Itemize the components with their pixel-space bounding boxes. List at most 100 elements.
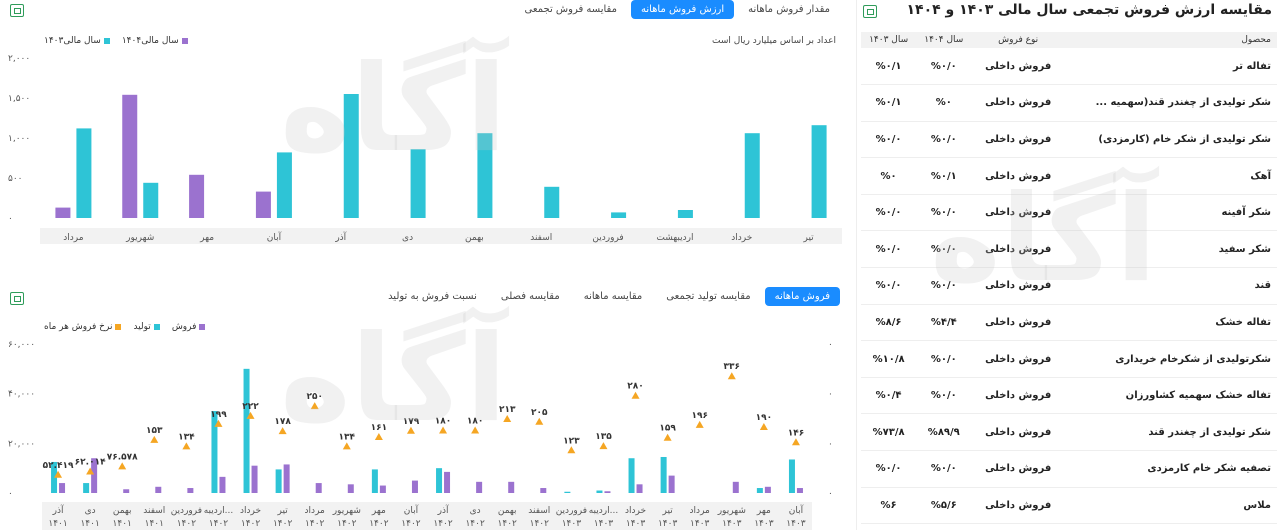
x-tick-year: ۱۴۰۳ [658, 519, 678, 529]
bar-production [275, 469, 282, 493]
cell-sale-type: فروش داخلی [971, 487, 1065, 525]
x-tick-year: ۱۴۰۲ [177, 519, 197, 529]
x-tick-label: دی [402, 233, 413, 243]
tab-cumulative-sales-compare[interactable]: مقایسه فروش تجمعی [524, 4, 617, 15]
col-sale-type[interactable]: نوع فروش [971, 32, 1065, 48]
cell-year-1404: %۰/۰ [916, 377, 972, 415]
y-tick-label: ۵۰۰ [8, 174, 23, 184]
cell-product: ملاس [1064, 487, 1277, 525]
bottom-legend: فروش تولید نرخ فروش هر ماه [44, 322, 206, 332]
table-row: شکر سفید فروش داخلی %۰/۰ %۰/۰ [861, 230, 1277, 269]
cell-year-1404: %۰/۰ [916, 230, 972, 269]
bar-1403 [811, 125, 827, 218]
rate-marker [663, 433, 672, 441]
legend-item-1404[interactable]: سال مالی۱۴۰۴ [122, 36, 188, 46]
bar-production [756, 488, 763, 493]
monthly-sales-production-panel: فروش ماهانه مقایسه تولید تجمعی مقایسه ما… [0, 280, 848, 530]
col-product[interactable]: محصول [1064, 32, 1277, 48]
cell-year-1403: %۰/۴ [861, 377, 917, 415]
cell-sale-type: فروش داخلی [971, 340, 1065, 378]
rate-data-label: ۱۸۰ [435, 416, 451, 426]
cell-year-1404: %۰/۰ [916, 267, 972, 305]
rate-marker [439, 426, 448, 434]
bar-sales [219, 476, 226, 493]
legend-label-sales: فروش [171, 322, 197, 332]
x-tick-label: فروردین [592, 233, 623, 243]
bar-sales [796, 488, 803, 493]
rate-marker [214, 419, 223, 427]
x-tick-month: اسفند [143, 506, 165, 516]
bar-sales [155, 486, 162, 493]
x-tick-year: ۱۴۰۱ [145, 519, 164, 529]
rate-marker [150, 435, 159, 443]
bar-sales [379, 485, 386, 493]
bar-1403 [677, 210, 693, 218]
x-tick-month: شهریور [332, 506, 361, 516]
rate-marker [695, 420, 704, 428]
bar-1404 [189, 174, 205, 218]
cumulative-sales-table: محصول نوع فروش سال ۱۴۰۴ سال ۱۴۰۳ تفاله ت… [861, 32, 1277, 525]
rate-marker [406, 426, 415, 434]
table-row: تفاله خشک فروش داخلی %۴/۴ %۸/۶ [861, 304, 1277, 342]
bar-1403 [744, 133, 760, 218]
excel-export-icon[interactable] [863, 5, 877, 18]
legend-swatch-1404 [181, 38, 188, 44]
tab-monthly-sales[interactable]: فروش ماهانه [764, 287, 840, 306]
table-header-row: محصول نوع فروش سال ۱۴۰۴ سال ۱۴۰۳ [861, 32, 1277, 48]
tab-monthly-compare[interactable]: مقایسه ماهانه [583, 291, 643, 302]
bar-sales [668, 475, 675, 493]
table-row: تصفیه شکر خام کارمزدی فروش داخلی %۰/۰ %۰/۰ [861, 450, 1277, 488]
x-tick-year: ۱۴۰۲ [273, 519, 293, 529]
cell-year-1404: %۰ [916, 84, 972, 122]
tab-monthly-sales-quantity[interactable]: مقدار فروش ماهانه [748, 4, 830, 15]
x-tick-label: اردیبهشت [656, 233, 693, 243]
rate-marker [54, 470, 63, 478]
x-tick-month: اسفند [528, 506, 550, 516]
cell-year-1403: %۰/۰ [861, 450, 917, 488]
x-tick-month: آذر [437, 504, 449, 516]
excel-export-icon[interactable] [10, 4, 24, 17]
rate-data-label: ۱۵۳ [146, 426, 163, 436]
y2-tick-label: ۰ [828, 390, 833, 400]
x-axis-band [40, 228, 842, 244]
x-tick-month: دی [470, 506, 481, 516]
rate-data-label: ۲۰۵ [531, 408, 548, 418]
legend-swatch-rate [115, 324, 122, 330]
x-tick-year: ۱۴۰۳ [754, 519, 774, 529]
cell-year-1403: %۰/۰ [861, 267, 917, 305]
x-tick-year: ۱۴۰۲ [465, 519, 485, 529]
cell-year-1404: %۰/۰ [916, 194, 972, 232]
bar-1403 [343, 94, 359, 218]
y-tick-label: ۲,۰۰۰ [8, 54, 30, 64]
legend-item-1403[interactable]: سال مالی۱۴۰۳ [44, 36, 110, 46]
x-tick-year: ۱۴۰۳ [722, 519, 742, 529]
tab-cumulative-production[interactable]: مقایسه تولید تجمعی [666, 291, 751, 302]
cell-product: تفاله خشک سهمیه کشاورزان [1064, 377, 1277, 415]
legend-item-sales[interactable]: فروش [172, 322, 206, 332]
x-tick-month: مهر [371, 506, 386, 516]
legend-item-production[interactable]: تولید [133, 322, 160, 332]
table-row: شکر آفینه فروش داخلی %۰/۰ %۰/۰ [861, 194, 1277, 232]
excel-export-icon[interactable] [10, 292, 24, 305]
bar-sales [283, 464, 290, 493]
bar-production [628, 458, 635, 493]
x-tick-month: مرداد [690, 506, 710, 516]
bar-sales [444, 471, 451, 493]
tab-seasonal-compare[interactable]: مقایسه فصلی [500, 291, 560, 302]
x-tick-year: ۱۴۰۲ [369, 519, 389, 529]
legend-label-1403: سال مالی۱۴۰۳ [44, 36, 101, 46]
cell-product: شکر سفید [1064, 230, 1277, 269]
table-row: شکرتولیدی از شکرخام خریداری فروش داخلی %۰/… [861, 340, 1277, 378]
col-year-1403[interactable]: سال ۱۴۰۳ [861, 32, 917, 48]
cell-year-1404: %۰/۰ [916, 121, 972, 159]
y-tick-label: ۱,۰۰۰ [8, 134, 30, 144]
rate-marker [727, 372, 736, 380]
tab-sales-production-ratio[interactable]: نسبت فروش به تولید [388, 291, 477, 302]
table-row: ملاس فروش داخلی %۵/۶ %۶ [861, 487, 1277, 525]
bar-1404 [122, 94, 138, 218]
x-tick-year: ۱۴۰۲ [209, 519, 229, 529]
legend-item-rate[interactable]: نرخ فروش هر ماه [44, 322, 122, 332]
col-year-1404[interactable]: سال ۱۴۰۴ [916, 32, 972, 48]
tab-monthly-sales-value[interactable]: ارزش فروش ماهانه [630, 0, 735, 19]
bar-1403 [410, 149, 426, 218]
